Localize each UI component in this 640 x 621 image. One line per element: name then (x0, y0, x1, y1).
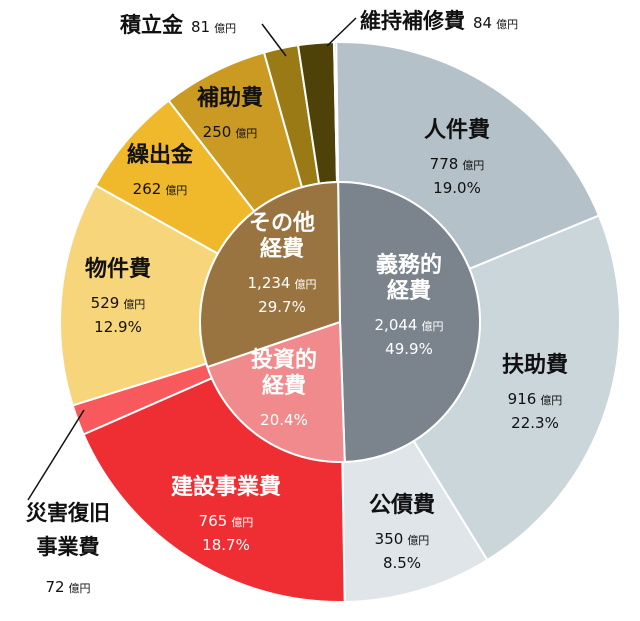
external-label-8: 積立金 81 億円 (120, 13, 236, 37)
slice-name-label: 経費 (262, 373, 306, 399)
slice-unit: 億円 (496, 18, 518, 31)
slice-value: 350 (375, 530, 404, 548)
slice-name-label: 扶助費 (502, 353, 568, 378)
slice-name-label: その他 (249, 211, 315, 236)
slice-name-label: 経費 (260, 236, 304, 262)
slice-name-label: 公債費 (369, 493, 435, 518)
inner-slice-e3819de381aee4bb96e7b58ce8b2bb-2 (199, 180, 342, 369)
slice-unit: 億円 (231, 516, 253, 529)
slice-value: 250 (203, 123, 232, 141)
leader-line (326, 17, 357, 47)
leader-lines (27, 17, 357, 501)
slice-unit: 億円 (462, 159, 484, 172)
slice-value: 2,044 (375, 316, 418, 334)
slice-value-label: 778 億円 (430, 155, 485, 173)
outer-ring (59, 41, 621, 603)
slice-unit: 億円 (235, 127, 257, 140)
slice-unit: 億円 (69, 582, 91, 595)
slice-unit: 億円 (214, 22, 236, 35)
slice-name-label: 維持補修費 (360, 9, 465, 33)
slice-value: 765 (199, 512, 228, 530)
leader-line (261, 23, 287, 57)
slice-name-label: 補助費 (196, 85, 263, 111)
inner-ring (199, 180, 482, 463)
slice-value: 81 (191, 18, 210, 36)
slice-value-label: 250 億円 (203, 123, 258, 141)
external-label-9: 維持補修費 84 億円 (360, 9, 518, 33)
slice-percent-label: 22.3% (511, 414, 559, 432)
slice-value-label: 350 億円 (375, 530, 430, 548)
slice-percent-label: 29.7% (258, 298, 306, 316)
slice-name-label: 災害復旧 (26, 501, 110, 525)
slice-unit: 億円 (407, 534, 429, 547)
slice-name-label: 物件費 (85, 256, 151, 282)
slice-name-label: 積立金 (120, 13, 184, 37)
slice-name-label: 人件費 (424, 118, 490, 143)
inner-slice-e7bea9e58b99e79a84e7b58ce8b2bb-0 (337, 181, 482, 463)
slice-value-label: 529 億円 (91, 294, 146, 312)
slice-value-label: 262 億円 (133, 180, 188, 198)
slice-value-label: 72 億円 (45, 578, 90, 596)
slice-percent-label: 12.9% (94, 318, 142, 336)
slice-value: 84 (473, 14, 492, 32)
slice-name-label: 繰出金 (127, 142, 194, 168)
slice-percent-label: 18.7% (202, 536, 250, 554)
slice-unit: 億円 (421, 320, 443, 333)
slice-percent-label: 20.4% (260, 411, 308, 429)
slice-unit: 億円 (540, 394, 562, 407)
slice-name-label: 投資的 (251, 347, 317, 373)
slice-value-label: 2,044 億円 (375, 316, 444, 334)
slice-name-label: 義務的 (376, 252, 442, 278)
slice-value: 72 (45, 578, 64, 596)
slice-unit: 億円 (294, 278, 316, 291)
slice-value: 778 (430, 155, 459, 173)
slice-unit: 億円 (165, 184, 187, 197)
slice-value-label: 916 億円 (508, 390, 563, 408)
slice-percent-label: 49.9% (385, 340, 433, 358)
slice-name-label: 経費 (387, 278, 431, 304)
slice-unit: 億円 (123, 298, 145, 311)
slice-name-label: 建設事業費 (171, 474, 281, 500)
slice-value-label: 765 億円 (199, 512, 254, 530)
slice-name-label: 事業費 (37, 535, 100, 559)
leader-line (27, 409, 85, 501)
slice-value: 529 (91, 294, 120, 312)
slice-value-label: 1,234 億円 (248, 274, 317, 292)
inner-slice-e68a95e8b387e79a84e7b58ce8b2bb-1 (206, 320, 346, 463)
slice-value: 1,234 (248, 274, 291, 292)
slice-value: 262 (133, 180, 162, 198)
slice-percent-label: 8.5% (383, 554, 421, 572)
slice-value: 916 (508, 390, 537, 408)
slice-percent-label: 19.0% (433, 179, 481, 197)
